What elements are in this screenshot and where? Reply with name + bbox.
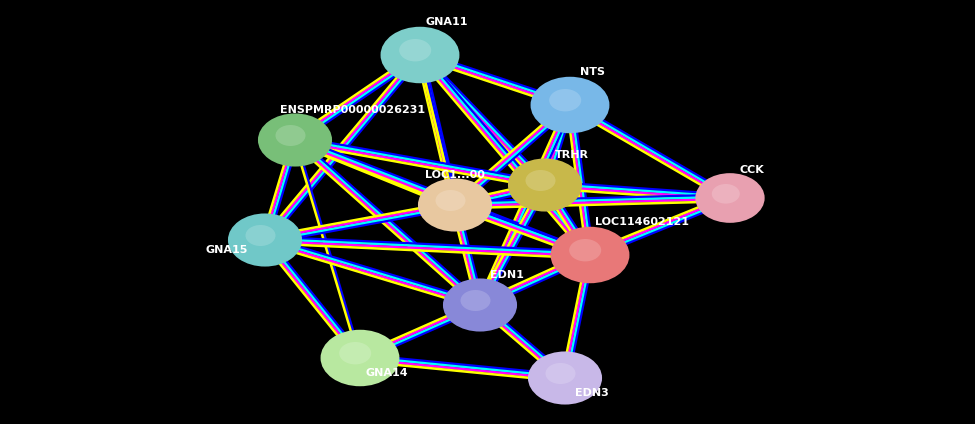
Text: EDN1: EDN1 [490, 270, 524, 280]
Ellipse shape [545, 363, 575, 384]
Ellipse shape [276, 125, 305, 146]
Ellipse shape [339, 342, 371, 364]
Ellipse shape [246, 225, 276, 246]
Ellipse shape [569, 239, 602, 262]
Ellipse shape [419, 179, 491, 231]
Ellipse shape [259, 114, 331, 165]
Ellipse shape [531, 78, 608, 132]
Ellipse shape [529, 352, 601, 404]
Text: EDN3: EDN3 [575, 388, 608, 398]
Text: CCK: CCK [740, 165, 764, 175]
Ellipse shape [381, 28, 458, 82]
Text: GNA11: GNA11 [425, 17, 467, 27]
Text: GNA14: GNA14 [365, 368, 408, 378]
Text: ENSPMRP00000026231: ENSPMRP00000026231 [280, 105, 425, 115]
Ellipse shape [712, 184, 740, 204]
Ellipse shape [696, 174, 763, 222]
Ellipse shape [399, 39, 431, 61]
Ellipse shape [460, 290, 490, 311]
Text: NTS: NTS [580, 67, 605, 77]
Ellipse shape [436, 190, 465, 211]
Ellipse shape [229, 215, 301, 265]
Text: TRHR: TRHR [555, 150, 589, 160]
Text: LOC114602121: LOC114602121 [595, 217, 689, 227]
Text: GNA15: GNA15 [205, 245, 248, 255]
Text: LOC1...00: LOC1...00 [425, 170, 485, 180]
Ellipse shape [552, 228, 629, 282]
Ellipse shape [509, 159, 581, 210]
Ellipse shape [549, 89, 581, 112]
Ellipse shape [526, 170, 556, 191]
Ellipse shape [322, 331, 399, 385]
Ellipse shape [444, 279, 516, 330]
